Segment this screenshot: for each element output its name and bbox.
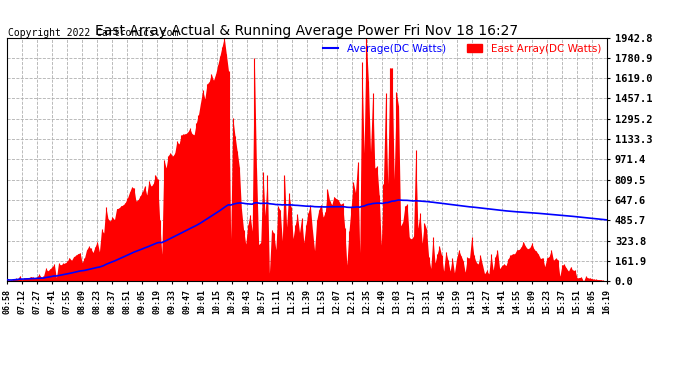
Legend: Average(DC Watts), East Array(DC Watts): Average(DC Watts), East Array(DC Watts) — [319, 40, 605, 58]
Title: East Array Actual & Running Average Power Fri Nov 18 16:27: East Array Actual & Running Average Powe… — [95, 24, 519, 38]
Text: Copyright 2022 Cartronics.com: Copyright 2022 Cartronics.com — [8, 28, 178, 38]
